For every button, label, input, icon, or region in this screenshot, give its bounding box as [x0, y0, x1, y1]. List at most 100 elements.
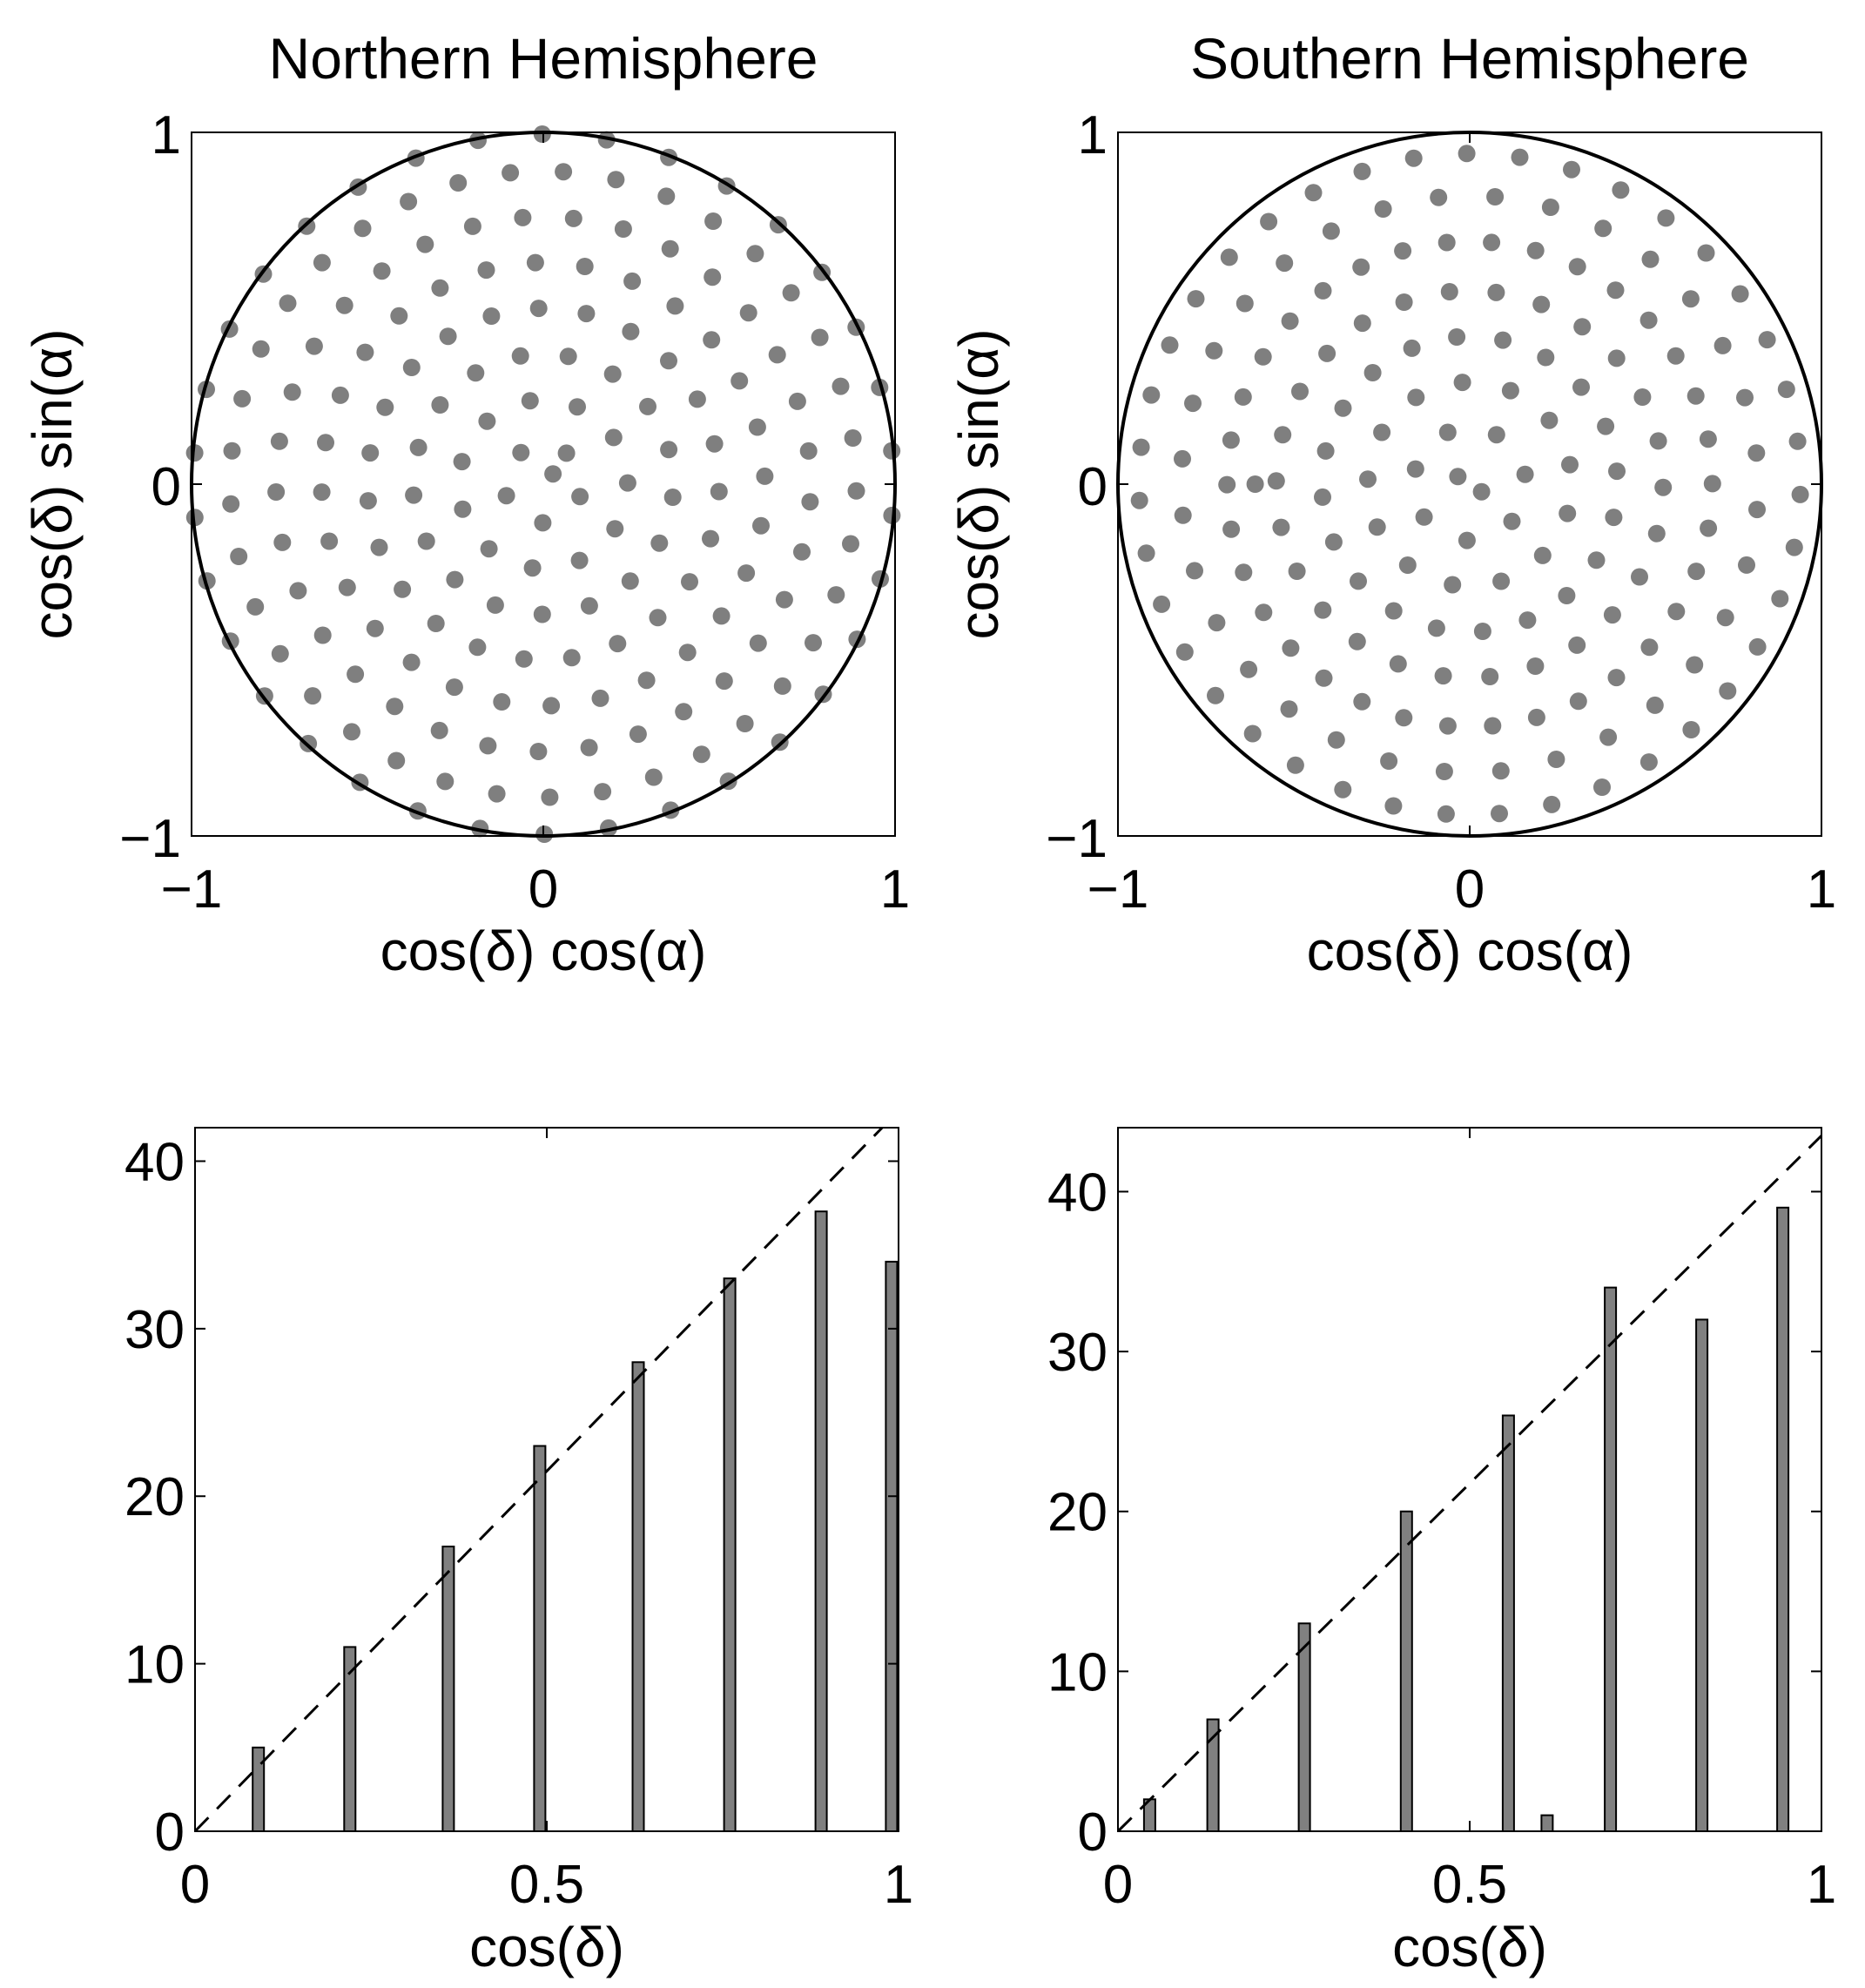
- north-hist-xtick-label: 0.5: [509, 1855, 584, 1915]
- scatter-point: [1681, 290, 1700, 308]
- scatter-point: [1716, 609, 1734, 627]
- scatter-point: [1516, 465, 1534, 483]
- scatter-point: [353, 219, 372, 238]
- scatter-point: [1791, 485, 1809, 503]
- scatter-point: [629, 725, 647, 744]
- scatter-point: [1186, 562, 1203, 580]
- scatter-point: [1291, 382, 1309, 401]
- scatter-point: [431, 396, 449, 414]
- scatter-point: [1657, 209, 1675, 227]
- scatter-point: [842, 535, 859, 553]
- scatter-point: [370, 538, 388, 556]
- scatter-point: [493, 693, 511, 711]
- scatter-point: [1175, 643, 1194, 661]
- scatter-point: [811, 328, 829, 347]
- scatter-point: [666, 297, 684, 315]
- scatter-point: [1368, 518, 1386, 536]
- scatter-point: [1748, 501, 1766, 519]
- scatter-point: [1771, 590, 1789, 608]
- scatter-point: [1404, 149, 1423, 167]
- scatter-point: [1647, 524, 1666, 542]
- scatter-point: [1699, 430, 1717, 448]
- scatter-point: [1137, 544, 1155, 563]
- scatter-point: [618, 474, 636, 492]
- scatter-point: [1218, 475, 1236, 494]
- scatter-point: [692, 745, 710, 764]
- scatter-point: [622, 322, 640, 340]
- scatter-point: [1363, 364, 1382, 381]
- scatter-point: [1234, 387, 1252, 406]
- scatter-point: [514, 208, 532, 226]
- scatter-point: [270, 432, 288, 450]
- scatter-point: [1748, 637, 1767, 656]
- north-hist-ytick-label: 40: [125, 1133, 185, 1193]
- scatter-point: [289, 582, 307, 600]
- scatter-point: [1487, 426, 1505, 444]
- scatter-point: [542, 697, 561, 715]
- histogram-bar: [631, 1361, 645, 1833]
- scatter-point: [1384, 602, 1403, 620]
- scatter-point: [603, 365, 622, 383]
- scatter-point: [678, 644, 697, 662]
- scatter-point: [480, 540, 498, 558]
- scatter-point: [1449, 468, 1467, 486]
- scatter-point: [1282, 639, 1300, 657]
- scatter-point: [331, 386, 349, 404]
- scatter-point: [436, 772, 454, 791]
- scatter-point: [1288, 563, 1306, 580]
- scatter-point: [704, 268, 722, 286]
- scatter-point: [511, 347, 529, 365]
- histogram-bar: [885, 1260, 899, 1832]
- scatter-point: [373, 262, 391, 280]
- south-hist-ytick-label: 10: [1047, 1642, 1108, 1702]
- scatter-point: [279, 294, 297, 313]
- scatter-point: [430, 721, 448, 739]
- scatter-point: [486, 596, 504, 614]
- scatter-point: [1222, 520, 1241, 538]
- north-title: Northern Hemisphere: [269, 26, 818, 91]
- scatter-point: [1686, 656, 1704, 674]
- south-points: [1130, 145, 1809, 823]
- scatter-point: [431, 279, 449, 297]
- scatter-point: [402, 653, 421, 671]
- scatter-point: [746, 245, 764, 263]
- scatter-point: [557, 444, 576, 462]
- scatter-point: [533, 605, 551, 623]
- scatter-point: [313, 626, 332, 644]
- scatter-point: [512, 443, 530, 462]
- scatter-point: [597, 131, 616, 149]
- north-hist-xlabel: cos(δ): [469, 1916, 624, 1978]
- south-hist-frame: [1117, 1127, 1822, 1832]
- scatter-point: [594, 783, 612, 801]
- scatter-point: [883, 506, 901, 524]
- scatter-point: [1174, 449, 1191, 468]
- scatter-point: [571, 488, 589, 506]
- scatter-point: [246, 597, 265, 616]
- scatter-point: [449, 174, 468, 192]
- scatter-point: [1394, 242, 1412, 260]
- scatter-point: [1314, 601, 1332, 619]
- scatter-point: [1415, 508, 1433, 526]
- scatter-point: [356, 343, 374, 361]
- north-ylabel: cos(δ) sin(α): [21, 328, 84, 639]
- scatter-point: [883, 441, 901, 460]
- scatter-point: [523, 559, 542, 577]
- scatter-point: [580, 738, 598, 757]
- scatter-point: [313, 483, 331, 502]
- scatter-point: [609, 635, 627, 653]
- scatter-point: [1543, 795, 1561, 813]
- north-hist-ytick-label: 20: [125, 1467, 185, 1527]
- scatter-point: [660, 441, 678, 459]
- scatter-point: [703, 331, 721, 349]
- north-xtick-label: 1: [880, 859, 910, 920]
- scatter-point: [521, 392, 539, 410]
- north-ytick-label: 0: [151, 457, 181, 517]
- scatter-point: [749, 634, 767, 652]
- histogram-bar: [723, 1277, 737, 1832]
- scatter-point: [223, 441, 241, 460]
- scatter-point: [1472, 482, 1491, 501]
- scatter-point: [1700, 519, 1718, 537]
- scatter-point: [1587, 551, 1606, 569]
- north-xtick-label: 0: [529, 859, 558, 920]
